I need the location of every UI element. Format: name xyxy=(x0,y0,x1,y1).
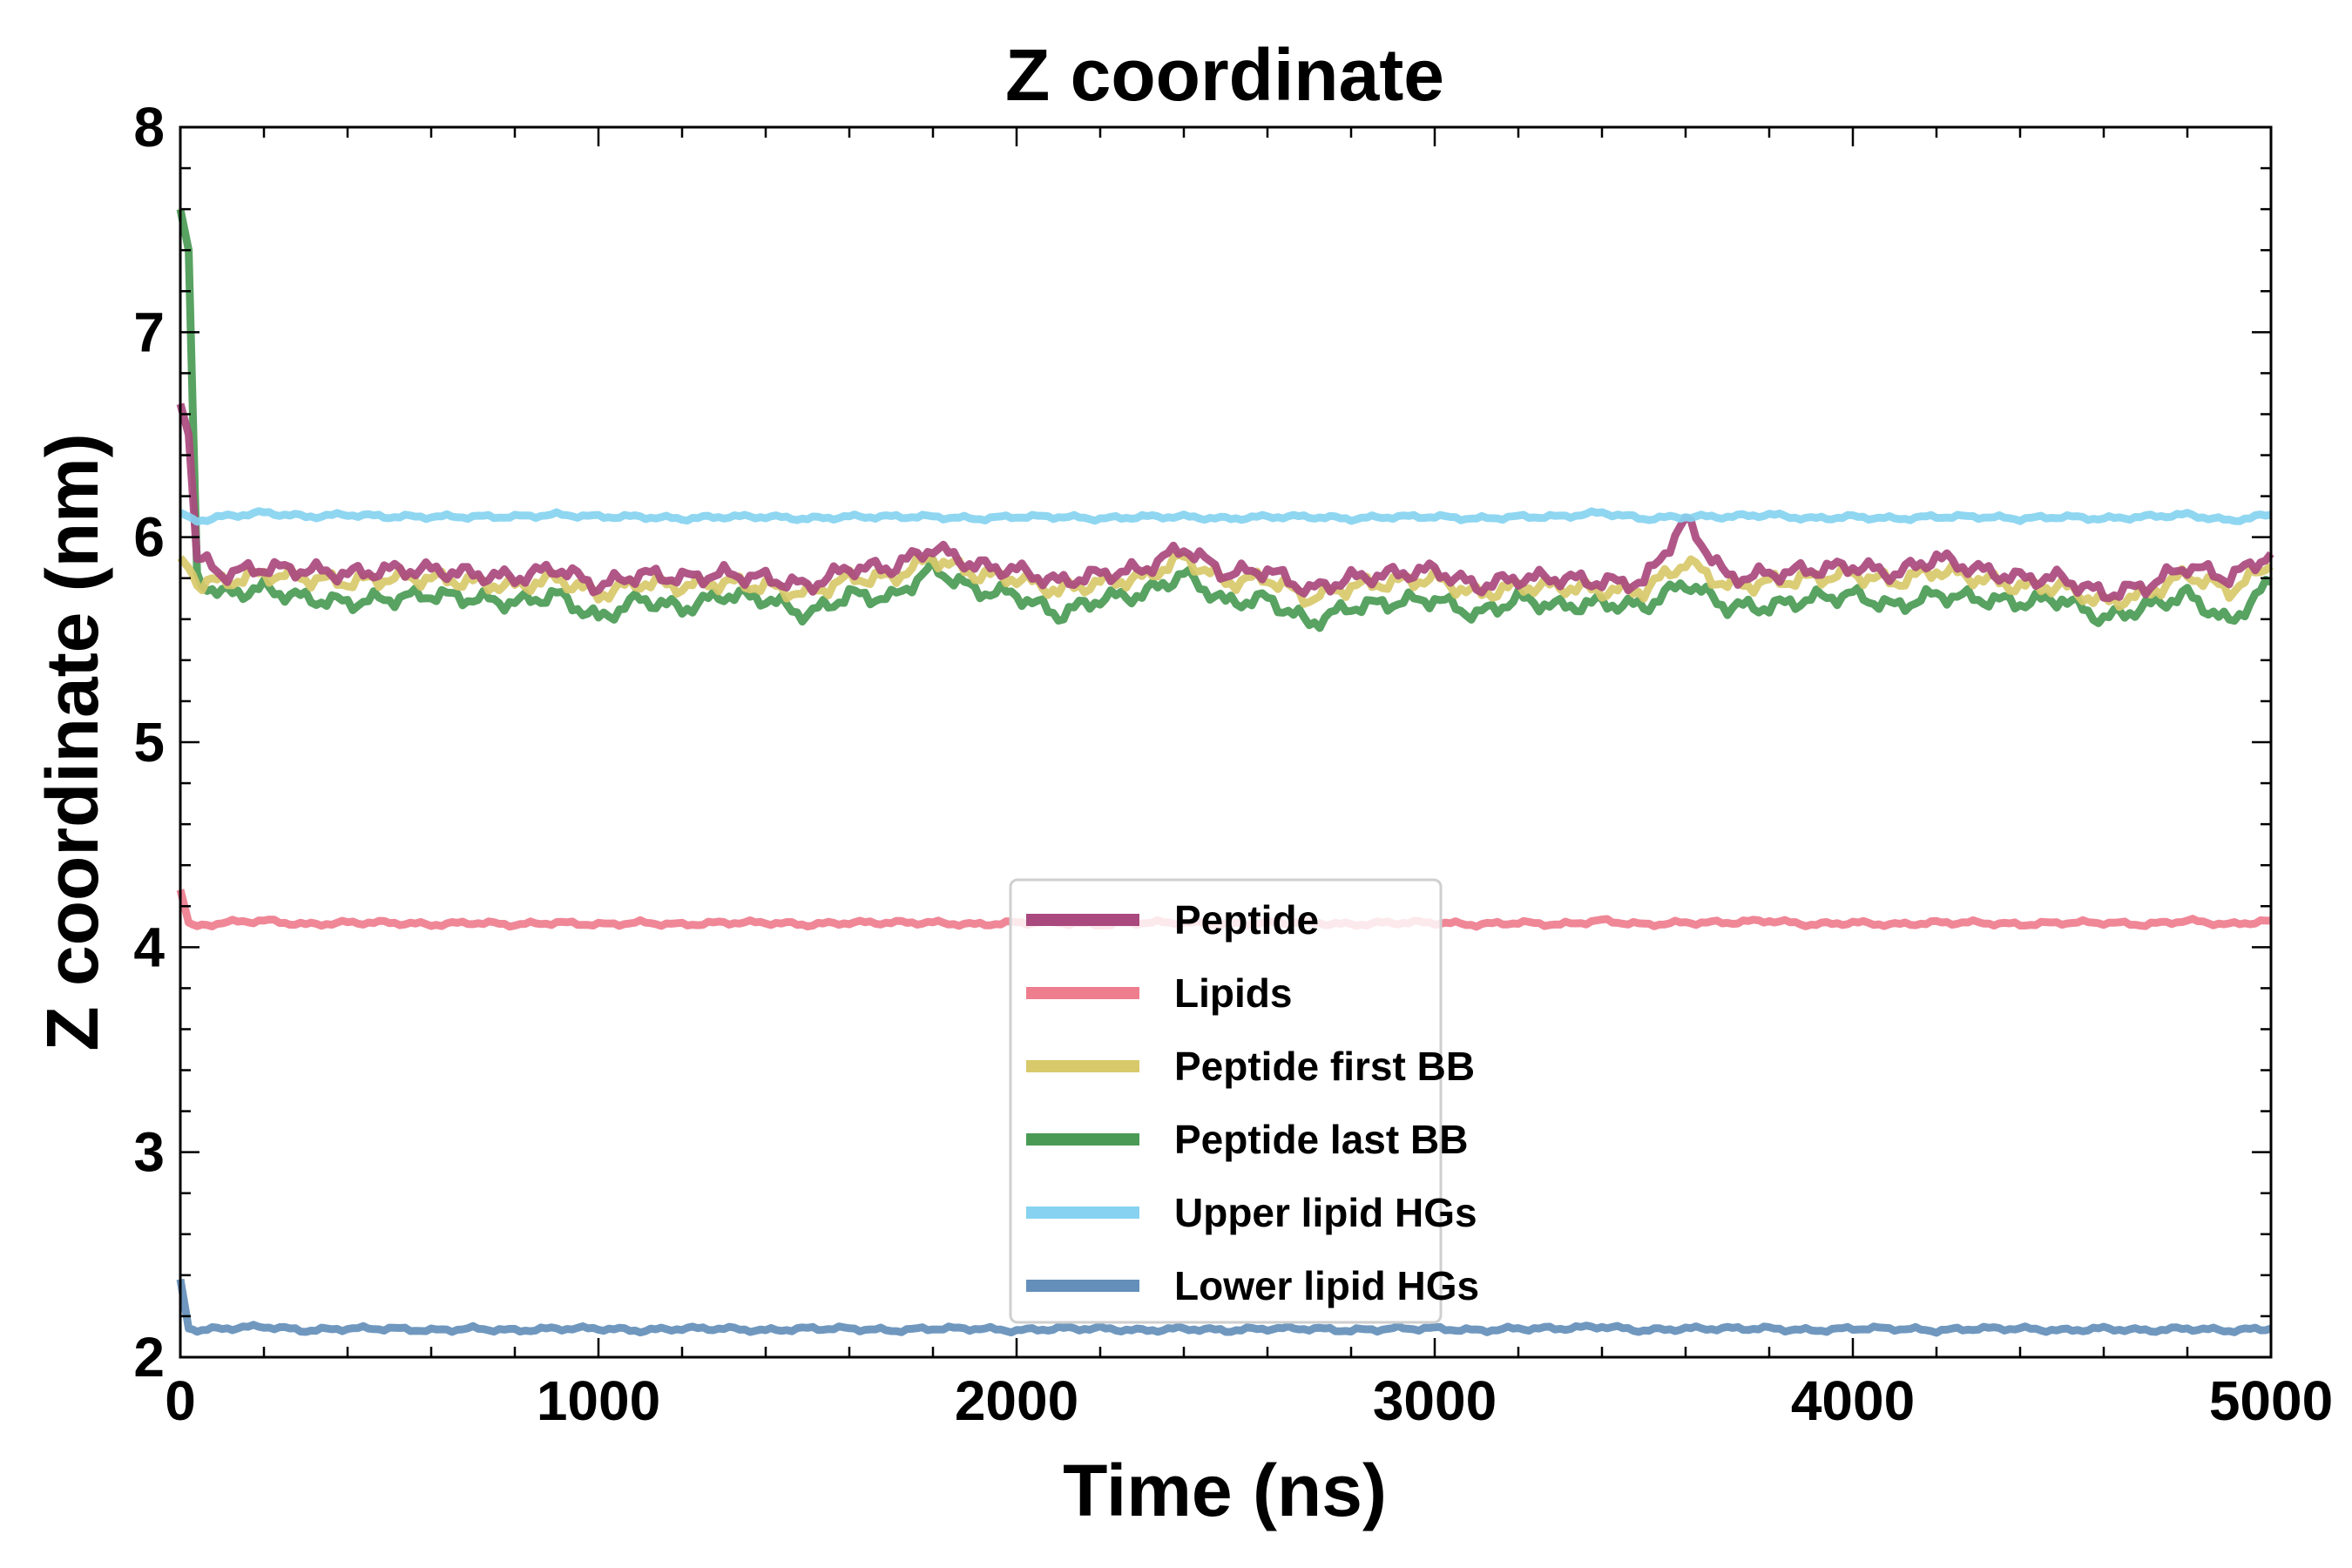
legend-label: Peptide first BB xyxy=(1174,1044,1475,1089)
legend-label: Upper lipid HGs xyxy=(1174,1190,1477,1235)
series-layer xyxy=(176,208,2274,1337)
series-line-lower-lipid-hgs xyxy=(176,1278,2273,1337)
x-tick-label: 1000 xyxy=(537,1369,660,1432)
legend-label: Lower lipid HGs xyxy=(1174,1263,1479,1308)
y-tick-label: 8 xyxy=(133,96,165,159)
y-tick-label: 2 xyxy=(133,1326,165,1389)
legend-label: Peptide last BB xyxy=(1174,1117,1468,1162)
y-tick-label: 3 xyxy=(133,1121,165,1184)
chart-title: Z coordinate xyxy=(1005,34,1444,116)
tick-layer: 0 1000 2000 3000 4000 5000 2 3 4 5 6 7 8 xyxy=(133,96,2333,1432)
y-tick-label: 7 xyxy=(133,301,165,363)
x-axis-label: Time (ns) xyxy=(1063,1450,1387,1531)
y-tick-label: 5 xyxy=(133,711,165,774)
x-tick-label: 0 xyxy=(165,1369,196,1432)
series-line-peptide xyxy=(176,402,2274,603)
x-tick-label: 3000 xyxy=(1373,1369,1497,1432)
series-line-upper-lipid-hgs xyxy=(178,507,2272,526)
legend-label: Peptide xyxy=(1174,897,1319,943)
series-line-peptide-last-bb xyxy=(176,208,2274,632)
x-tick-label: 5000 xyxy=(2209,1369,2333,1432)
y-tick-label: 4 xyxy=(133,916,165,978)
legend: Peptide Lipids Peptide first BB Peptide las… xyxy=(1009,878,1479,1324)
x-tick-label: 2000 xyxy=(955,1369,1078,1432)
y-tick-label: 6 xyxy=(133,506,165,569)
y-axis-label: Z coordinate (nm) xyxy=(31,433,113,1051)
legend-box xyxy=(1009,878,1443,1324)
legend-label: Lipids xyxy=(1174,970,1292,1016)
x-tick-label: 4000 xyxy=(1791,1369,1915,1432)
